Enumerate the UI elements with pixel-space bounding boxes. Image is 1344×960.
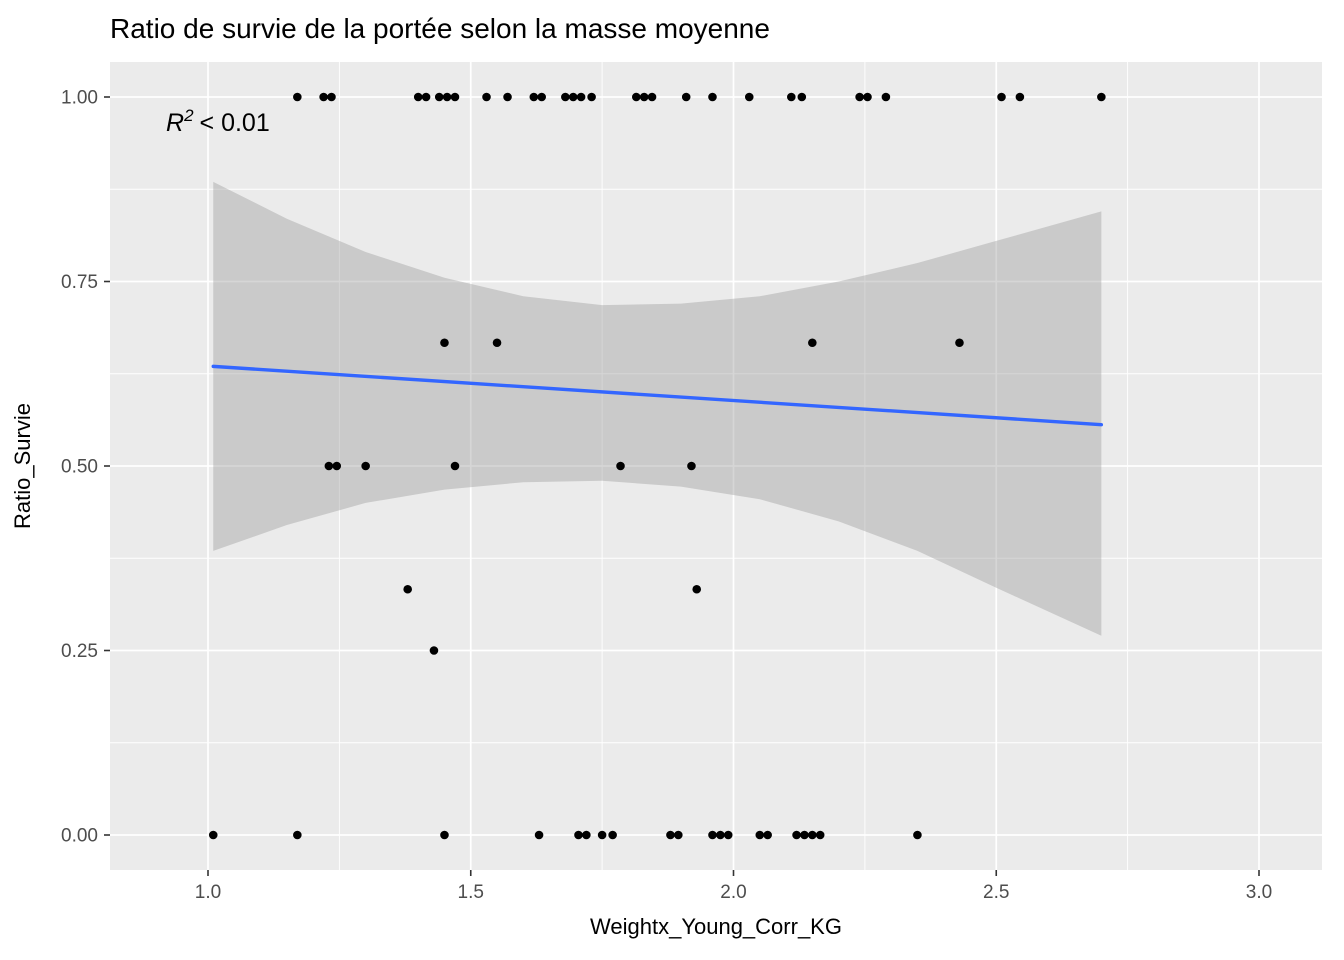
data-point: [763, 830, 772, 840]
data-point: [503, 92, 512, 102]
data-point: [440, 830, 449, 840]
data-point: [755, 830, 765, 840]
data-point: [332, 461, 342, 471]
confidence-band: [213, 181, 1102, 636]
regression-line: [211, 364, 1104, 427]
data-point: [863, 92, 872, 102]
data-point: [666, 830, 675, 840]
x-tick-label: 1.0: [195, 882, 221, 903]
data-point: [450, 92, 460, 102]
data-point: [293, 92, 302, 102]
data-point: [708, 830, 717, 840]
data-point: [631, 92, 641, 102]
data-point: [587, 92, 596, 102]
data-point: [429, 646, 439, 655]
data-point: [537, 92, 546, 102]
y-tick-label: 0.75: [61, 272, 98, 293]
r-squared-annotation: R2 < 0.01: [166, 106, 270, 137]
data-point: [815, 830, 825, 840]
chart-title: Ratio de survie de la portée selon la ma…: [110, 13, 770, 44]
data-point: [997, 92, 1006, 102]
data-point: [574, 830, 583, 840]
data-point: [808, 830, 817, 840]
data-point: [792, 830, 801, 840]
data-point: [808, 338, 817, 348]
data-point: [692, 584, 702, 594]
data-point: [913, 830, 922, 840]
data-point: [442, 92, 452, 102]
axis-ticks: 1.0 1.5 2.0 2.5 3.0 0.00 0.25 0.50 0.75 1.00: [61, 88, 1272, 904]
data-point: [434, 92, 444, 102]
data-point: [208, 830, 218, 840]
smooth-line: [211, 364, 1104, 427]
annotation-r: R: [166, 109, 184, 137]
data-point: [616, 461, 625, 471]
data-point: [787, 92, 796, 102]
x-tick-label: 2.5: [983, 882, 1009, 903]
data-point: [529, 92, 539, 102]
y-axis-title: Ratio_Survie: [10, 403, 35, 529]
data-point: [687, 461, 696, 471]
data-point: [293, 830, 302, 840]
x-tick-label: 1.5: [458, 882, 484, 903]
data-point: [440, 338, 449, 348]
data-point: [800, 830, 809, 840]
data-point: [421, 92, 431, 102]
data-point: [582, 830, 591, 840]
data-point: [608, 830, 617, 840]
data-point: [534, 830, 544, 840]
data-point: [413, 92, 423, 102]
data-point: [674, 830, 683, 840]
data-point: [1015, 92, 1025, 102]
data-point: [647, 92, 657, 102]
x-tick-label: 3.0: [1246, 882, 1272, 903]
x-axis-title: Weightx_Young_Corr_KG: [590, 914, 842, 939]
data-point: [450, 461, 460, 471]
data-point: [492, 338, 502, 348]
data-point: [723, 830, 733, 840]
data-point: [708, 92, 717, 102]
annotation-rest: < 0.01: [200, 109, 270, 137]
annotation-exponent: 2: [183, 106, 194, 125]
data-point: [681, 92, 691, 102]
data-point: [639, 92, 649, 102]
data-point: [568, 92, 578, 102]
data-point: [716, 830, 725, 840]
data-point: [561, 92, 570, 102]
y-tick-label: 0.00: [61, 826, 98, 847]
y-tick-label: 1.00: [61, 88, 98, 109]
data-point: [576, 92, 586, 102]
data-point: [744, 92, 754, 102]
data-point: [361, 461, 370, 471]
data-point: [855, 92, 864, 102]
data-point: [797, 92, 807, 102]
data-points: [208, 92, 1106, 840]
data-point: [597, 830, 607, 840]
data-point: [1097, 92, 1106, 102]
data-point: [403, 584, 412, 594]
y-tick-label: 0.25: [61, 641, 98, 662]
data-point: [327, 92, 336, 102]
data-point: [955, 338, 964, 348]
y-tick-label: 0.50: [61, 457, 98, 478]
confidence-band-area: [213, 181, 1102, 636]
data-point: [881, 92, 891, 102]
data-point: [324, 461, 334, 471]
data-point: [482, 92, 491, 102]
data-point: [319, 92, 328, 102]
x-tick-label: 2.0: [720, 882, 746, 903]
